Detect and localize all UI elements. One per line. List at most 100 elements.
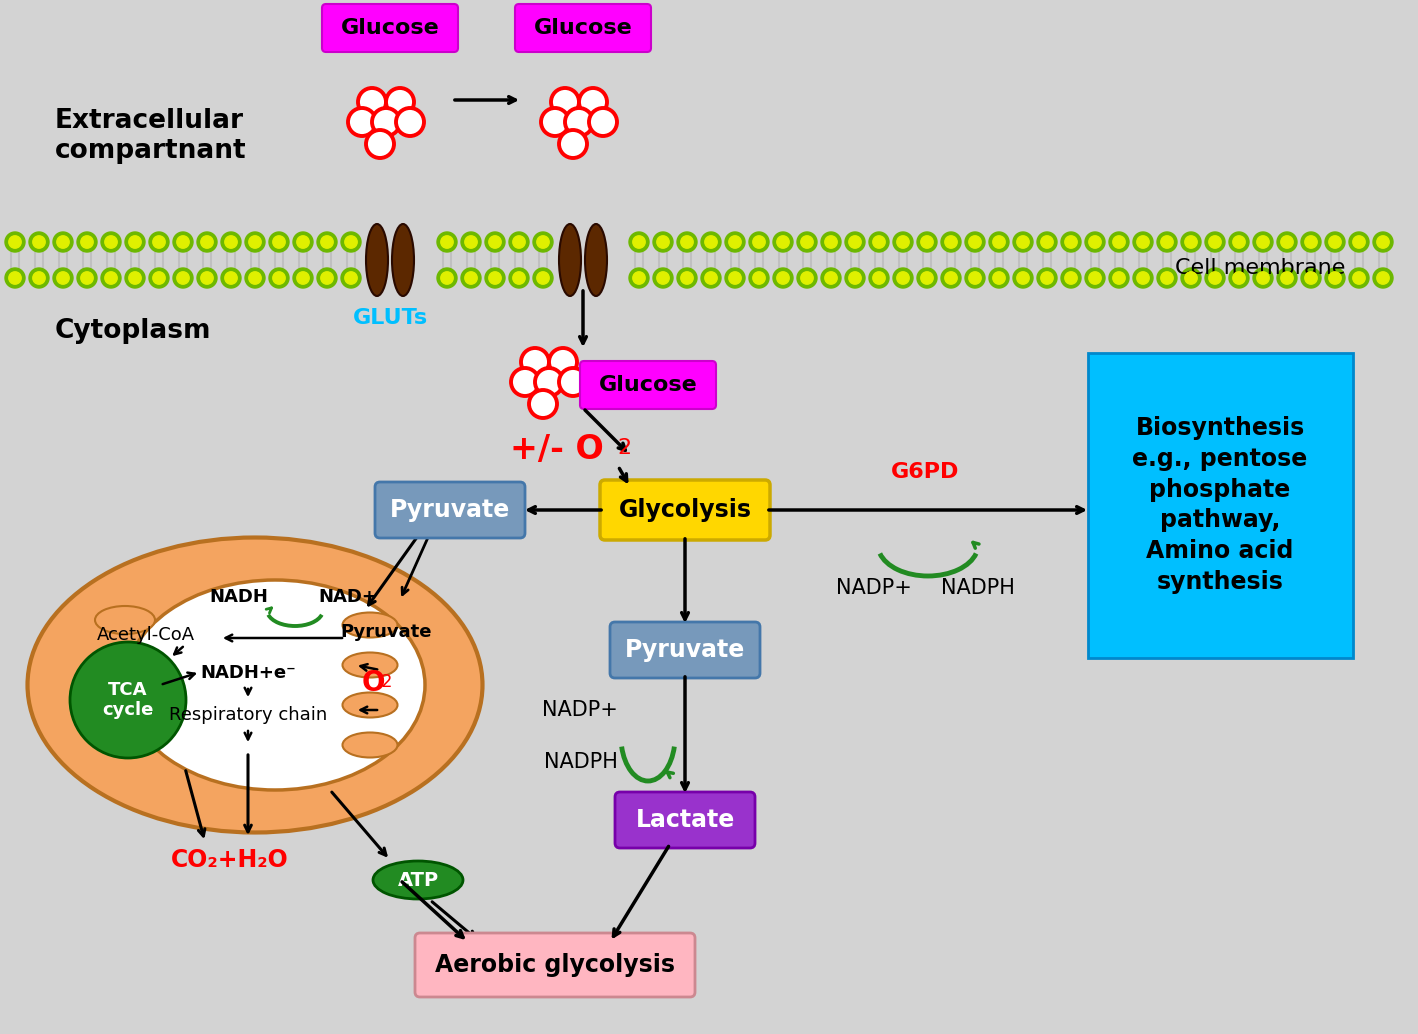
Circle shape [1205, 232, 1225, 252]
Ellipse shape [95, 606, 155, 634]
Circle shape [1280, 272, 1293, 284]
Circle shape [510, 368, 539, 396]
Circle shape [559, 130, 587, 158]
Circle shape [1133, 232, 1153, 252]
Circle shape [537, 236, 549, 248]
Circle shape [57, 272, 69, 284]
Circle shape [1065, 236, 1078, 248]
Circle shape [1065, 272, 1078, 284]
Circle shape [1017, 272, 1029, 284]
Circle shape [513, 236, 525, 248]
Circle shape [942, 268, 961, 288]
Circle shape [513, 272, 525, 284]
Circle shape [520, 348, 549, 376]
Text: Lactate: Lactate [635, 808, 735, 832]
Circle shape [1373, 232, 1392, 252]
Circle shape [1232, 272, 1245, 284]
Circle shape [797, 232, 817, 252]
Text: Glucose: Glucose [340, 18, 440, 38]
Circle shape [1353, 272, 1366, 284]
Circle shape [1229, 232, 1249, 252]
Circle shape [920, 272, 933, 284]
Circle shape [849, 236, 861, 248]
Circle shape [6, 232, 26, 252]
Circle shape [1208, 272, 1221, 284]
FancyBboxPatch shape [1088, 353, 1353, 658]
Circle shape [81, 272, 94, 284]
Circle shape [632, 236, 645, 248]
Circle shape [1324, 268, 1346, 288]
Circle shape [1229, 268, 1249, 288]
Circle shape [201, 272, 213, 284]
Text: Glucose: Glucose [598, 375, 698, 395]
Text: Glycolysis: Glycolysis [618, 498, 752, 522]
Circle shape [465, 236, 478, 248]
Circle shape [632, 272, 645, 284]
Text: Glucose: Glucose [533, 18, 632, 38]
Circle shape [9, 236, 21, 248]
Circle shape [294, 232, 313, 252]
Text: Pyruvate: Pyruvate [625, 638, 744, 662]
Circle shape [917, 232, 937, 252]
Circle shape [968, 272, 981, 284]
Circle shape [485, 232, 505, 252]
Circle shape [944, 272, 957, 284]
Circle shape [269, 268, 289, 288]
Circle shape [1353, 236, 1366, 248]
Circle shape [537, 272, 549, 284]
Text: CO₂+H₂O: CO₂+H₂O [172, 848, 289, 872]
Circle shape [33, 272, 45, 284]
Ellipse shape [95, 686, 155, 714]
Circle shape [579, 88, 607, 116]
Circle shape [221, 232, 241, 252]
FancyBboxPatch shape [615, 792, 754, 848]
Circle shape [1089, 236, 1102, 248]
Circle shape [149, 232, 169, 252]
Circle shape [749, 268, 769, 288]
Circle shape [153, 272, 166, 284]
Circle shape [509, 232, 529, 252]
FancyBboxPatch shape [600, 480, 770, 540]
Text: O: O [362, 669, 386, 697]
Circle shape [357, 88, 386, 116]
Circle shape [1377, 272, 1390, 284]
Circle shape [149, 268, 169, 288]
Circle shape [676, 232, 698, 252]
Circle shape [9, 272, 21, 284]
Circle shape [201, 236, 213, 248]
Circle shape [245, 268, 265, 288]
Circle shape [825, 236, 837, 248]
Circle shape [893, 232, 913, 252]
Text: NADPH: NADPH [545, 752, 618, 772]
Circle shape [753, 272, 766, 284]
Circle shape [873, 236, 885, 248]
Circle shape [753, 236, 766, 248]
Ellipse shape [95, 726, 155, 754]
Circle shape [588, 108, 617, 136]
Circle shape [1113, 236, 1126, 248]
Circle shape [993, 272, 1005, 284]
Circle shape [372, 108, 400, 136]
Circle shape [153, 236, 166, 248]
Circle shape [1329, 236, 1341, 248]
Circle shape [1113, 272, 1126, 284]
Circle shape [52, 268, 72, 288]
Circle shape [1324, 232, 1346, 252]
Text: Extracellular
compartnant: Extracellular compartnant [55, 108, 247, 164]
FancyBboxPatch shape [515, 4, 651, 52]
Circle shape [1133, 268, 1153, 288]
Circle shape [441, 272, 454, 284]
Circle shape [1349, 268, 1368, 288]
Circle shape [1254, 268, 1273, 288]
Text: ATP: ATP [397, 871, 438, 889]
Circle shape [125, 268, 145, 288]
Circle shape [869, 232, 889, 252]
Circle shape [1061, 232, 1081, 252]
Circle shape [1137, 272, 1149, 284]
Circle shape [28, 268, 50, 288]
Circle shape [564, 108, 593, 136]
Circle shape [873, 272, 885, 284]
Circle shape [177, 272, 189, 284]
Circle shape [549, 348, 577, 376]
Circle shape [988, 268, 1010, 288]
